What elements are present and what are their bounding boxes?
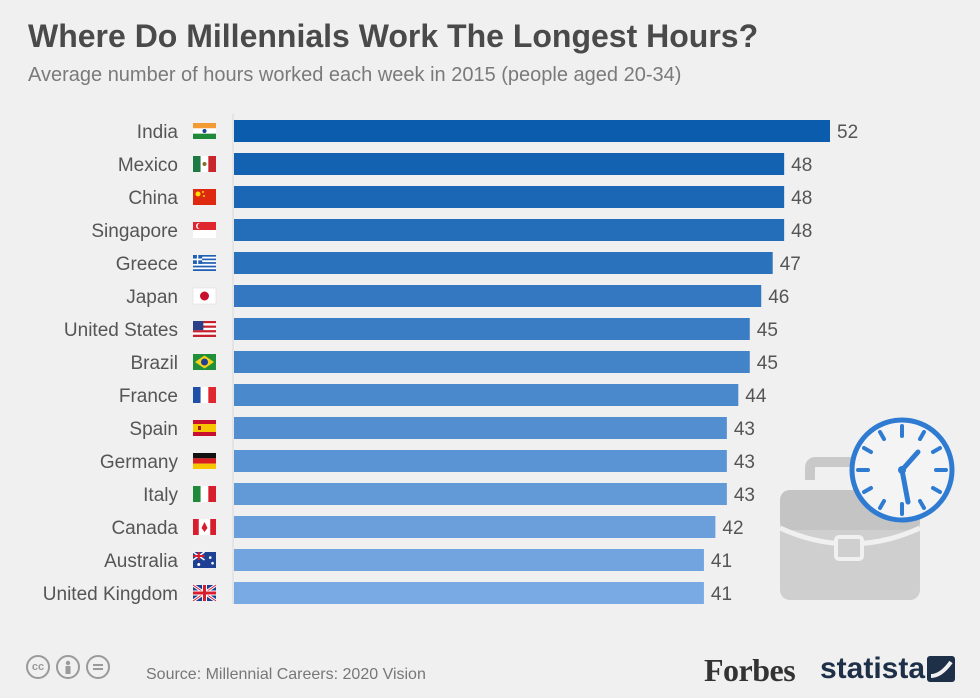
value-label: 48 <box>791 221 812 242</box>
category-label: India <box>137 122 179 143</box>
value-label: 42 <box>722 518 743 539</box>
chart-subtitle: Average number of hours worked each week… <box>28 64 682 86</box>
value-label: 46 <box>768 287 789 308</box>
value-label: 43 <box>734 419 755 440</box>
bar-canada <box>234 516 716 538</box>
value-label: 48 <box>791 155 812 176</box>
japan-flag <box>192 287 217 305</box>
greece-flag <box>193 255 216 271</box>
germany-flag <box>193 453 216 469</box>
singapore-flag <box>193 222 216 238</box>
bar-spain <box>234 417 727 439</box>
value-label: 48 <box>791 188 812 209</box>
cc-license-icon[interactable]: cc <box>26 655 50 679</box>
value-label: 41 <box>711 551 732 572</box>
bar-germany <box>234 450 727 472</box>
category-label: China <box>128 188 178 209</box>
chart-title: Where Do Millennials Work The Longest Ho… <box>28 18 759 54</box>
bar-india <box>234 120 830 142</box>
united-kingdom-flag <box>192 583 217 603</box>
source-note: Source: Millennial Careers: 2020 Vision <box>146 666 426 683</box>
canada-flag <box>193 519 216 535</box>
value-label: 43 <box>734 485 755 506</box>
license-icons: cc <box>26 655 110 679</box>
china-flag <box>193 189 216 205</box>
bar-china <box>234 186 785 208</box>
value-label: 45 <box>757 320 778 341</box>
value-label: 52 <box>837 122 858 143</box>
bar-mexico <box>234 153 785 175</box>
united-states-flag <box>193 321 216 337</box>
category-label: Canada <box>111 518 178 539</box>
mexico-flag <box>193 156 216 172</box>
bar-united-kingdom <box>234 582 704 604</box>
india-flag <box>193 123 216 139</box>
spain-flag <box>193 420 216 436</box>
category-label: Greece <box>116 254 178 275</box>
category-label: Spain <box>129 419 178 440</box>
value-label: 47 <box>780 254 801 275</box>
bar-italy <box>234 483 727 505</box>
category-label: Germany <box>100 452 179 473</box>
value-label: 41 <box>711 584 732 605</box>
category-label: Mexico <box>118 155 178 176</box>
no-derivatives-icon[interactable] <box>86 655 110 679</box>
france-flag <box>193 387 216 403</box>
category-label: France <box>119 386 178 407</box>
brazil-flag <box>193 354 216 370</box>
australia-flag <box>192 551 216 568</box>
bar-singapore <box>234 219 785 241</box>
category-label: United States <box>64 320 178 341</box>
bar-australia <box>234 549 704 571</box>
bar-greece <box>234 252 773 274</box>
bar-france <box>234 384 739 406</box>
value-label: 44 <box>745 386 767 407</box>
category-label: Italy <box>143 485 178 506</box>
forbes-logo[interactable]: Forbes <box>704 652 796 688</box>
bar-japan <box>234 285 762 307</box>
category-label: Japan <box>126 287 178 308</box>
briefcase-clock-illustration <box>778 417 955 600</box>
category-label: Brazil <box>130 353 178 374</box>
statista-logo[interactable]: statista <box>820 652 926 685</box>
attribution-icon[interactable] <box>56 655 80 679</box>
italy-flag <box>193 486 216 502</box>
bar-united-states <box>234 318 750 340</box>
statista-logo-icon[interactable] <box>927 656 955 682</box>
category-label: United Kingdom <box>43 584 178 605</box>
category-label: Singapore <box>91 221 178 242</box>
value-label: 45 <box>757 353 778 374</box>
clock-icon <box>849 417 955 523</box>
category-label: Australia <box>104 551 178 572</box>
bar-brazil <box>234 351 750 373</box>
value-label: 43 <box>734 452 755 473</box>
